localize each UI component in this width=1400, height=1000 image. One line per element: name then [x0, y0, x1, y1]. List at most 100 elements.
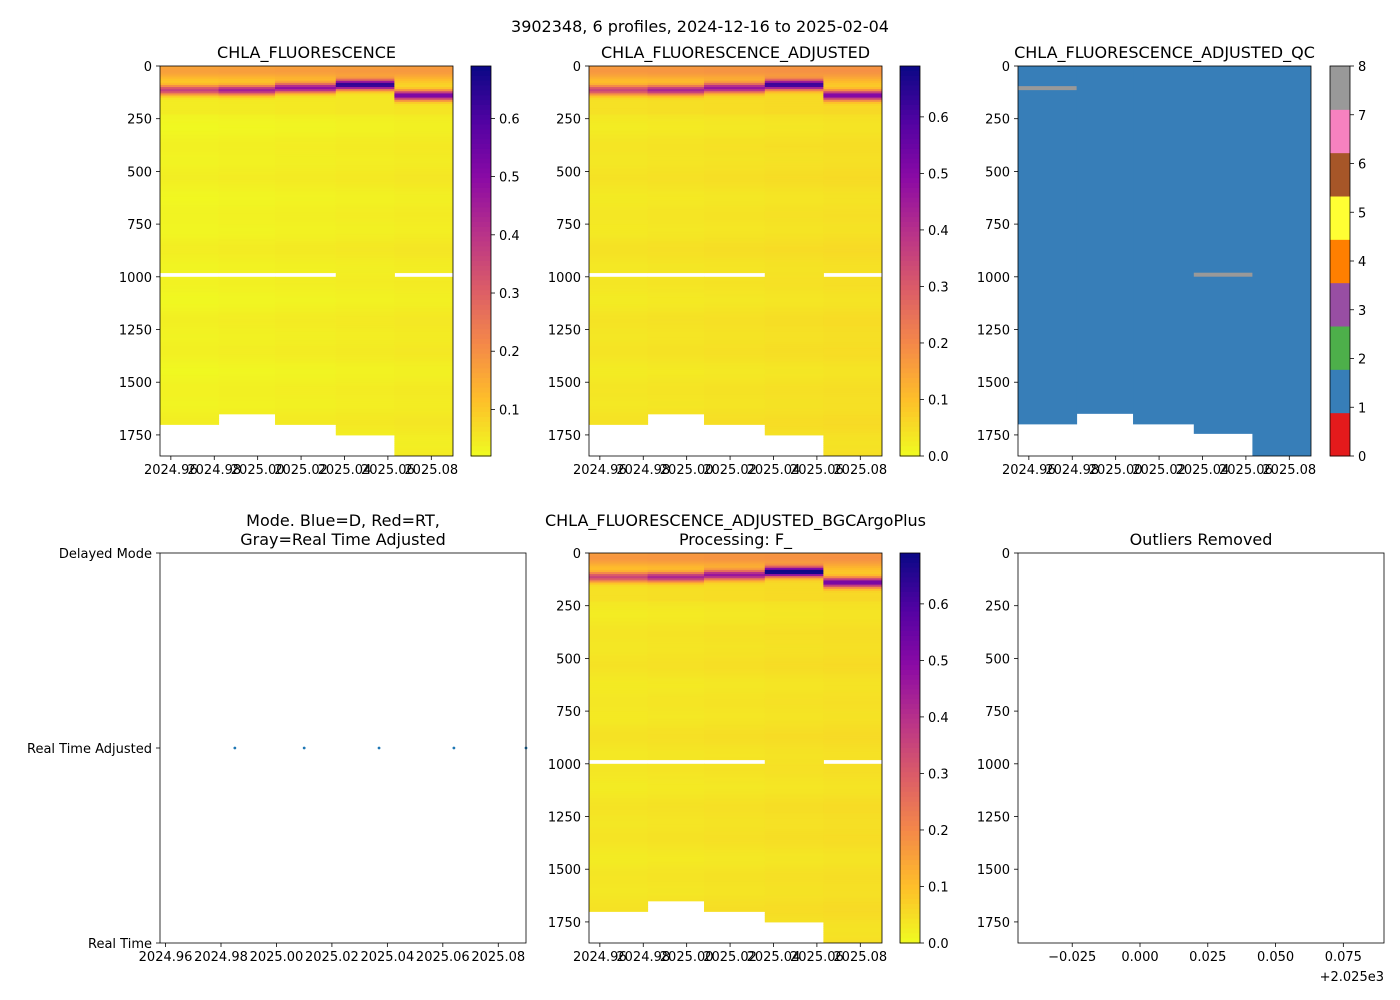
heatmap-cell: [647, 243, 705, 246]
heatmap-cell: [647, 637, 705, 640]
heatmap-cell: [160, 230, 220, 234]
heatmap-cell: [823, 601, 882, 605]
heatmap-cell: [764, 91, 824, 94]
heatmap-cell: [160, 207, 220, 210]
heatmap-cell: [823, 213, 882, 217]
colorbar-segment: [900, 100, 920, 106]
heatmap-cell: [335, 230, 395, 234]
colorbar-segment: [900, 879, 920, 886]
heatmap-cell: [160, 285, 220, 288]
heatmap-cell: [704, 831, 766, 834]
heatmap-cell: [764, 184, 824, 187]
heatmap-cell: [160, 70, 220, 73]
heatmap-cell: [394, 217, 453, 221]
heatmap-cell: [647, 135, 705, 139]
heatmap-cell: [394, 344, 453, 347]
heatmap-cell: [647, 616, 705, 619]
heatmap-cell: [823, 681, 882, 685]
colorbar-tick-label: 0.5: [928, 167, 949, 182]
heatmap-cell: [823, 403, 882, 406]
colorbar-tick-label: 0.5: [499, 171, 520, 186]
heatmap-cell: [394, 403, 453, 406]
heatmap-cell: [823, 78, 882, 82]
heatmap-cell: [823, 264, 882, 267]
heatmap-cell: [335, 424, 395, 427]
heatmap-cell: [335, 251, 395, 255]
heatmap-cell: [647, 603, 705, 607]
heatmap-cell: [704, 782, 766, 786]
heatmap-cell: [704, 890, 766, 893]
heatmap-cell: [394, 70, 453, 73]
heatmap-cell: [704, 418, 766, 421]
colorbar-segment: [900, 358, 920, 364]
heatmap-cell: [647, 283, 705, 286]
heatmap-cell: [647, 331, 705, 335]
heatmap-cell: [160, 266, 220, 269]
heatmap-cell: [823, 867, 882, 870]
heatmap-cell: [647, 255, 705, 259]
heatmap-cell: [764, 690, 824, 693]
heatmap-cell: [823, 666, 882, 670]
x-tick-label: 2024.98: [616, 463, 670, 478]
heatmap-cell: [335, 72, 395, 75]
heatmap-cell: [589, 289, 649, 293]
heatmap-cell: [764, 264, 824, 267]
heatmap-cell: [823, 652, 882, 655]
colorbar-segment: [900, 670, 920, 676]
heatmap-cell: [589, 116, 649, 120]
heatmap-cell: [589, 219, 649, 223]
heatmap-cell: [589, 255, 649, 259]
heatmap-cell: [160, 295, 220, 299]
heatmap-cell: [823, 139, 882, 143]
heatmap-cell: [704, 865, 766, 868]
heatmap-cell: [647, 369, 705, 373]
heatmap-cell: [589, 375, 649, 379]
heatmap-cell: [160, 306, 220, 309]
heatmap-cell: [704, 894, 766, 898]
heatmap-cell: [160, 350, 220, 354]
heatmap-cell: [394, 312, 453, 316]
colorbar-segment: [471, 222, 491, 228]
heatmap-cell: [647, 375, 705, 379]
colorbar-segment: [471, 407, 491, 413]
heatmap-cell: [589, 721, 649, 725]
heatmap-cell: [394, 215, 453, 219]
x-tick-label: 2025.02: [1132, 463, 1186, 478]
heatmap-cell: [764, 87, 824, 90]
heatmap-cell: [394, 173, 453, 177]
heatmap-cell: [647, 816, 705, 820]
y-tick-label: 1750: [548, 429, 581, 444]
heatmap-cell: [335, 243, 395, 246]
heatmap-cell: [704, 660, 766, 664]
heatmap-cell: [704, 888, 766, 891]
heatmap-cell: [823, 751, 882, 754]
heatmap-cell: [335, 270, 395, 274]
heatmap-cell: [764, 68, 824, 71]
heatmap-cell: [823, 112, 882, 115]
heatmap-cell: [647, 230, 705, 234]
heatmap-cell: [589, 593, 649, 596]
heatmap-cell: [647, 335, 705, 339]
heatmap-cell: [823, 325, 882, 328]
heatmap-cell: [823, 321, 882, 324]
colorbar-segment: [900, 173, 920, 179]
heatmap-cell: [764, 209, 824, 212]
heatmap-cell: [647, 765, 705, 769]
heatmap-cell: [275, 399, 337, 402]
colorbar-segment: [471, 334, 491, 340]
heatmap-cell: [647, 620, 705, 624]
heatmap-column: [160, 66, 220, 425]
chart-title: CHLA_FLUORESCENCE_ADJUSTED_QC: [1014, 43, 1315, 63]
heatmap-cell: [823, 148, 882, 151]
heatmap-cell: [704, 217, 766, 221]
panel-mode: Mode. Blue=D, Red=RT, Gray=Real Time Adju…: [27, 511, 528, 965]
heatmap-cell: [160, 276, 220, 280]
heatmap-cell: [160, 291, 220, 295]
colorbar-tick-label: 0.2: [499, 345, 520, 360]
heatmap-cell: [275, 78, 337, 82]
colorbar-tick-label: 0.5: [928, 654, 949, 669]
colorbar-segment: [900, 139, 920, 145]
heatmap-cell: [160, 257, 220, 261]
heatmap-cell: [335, 415, 395, 419]
heatmap-cell: [764, 287, 824, 290]
